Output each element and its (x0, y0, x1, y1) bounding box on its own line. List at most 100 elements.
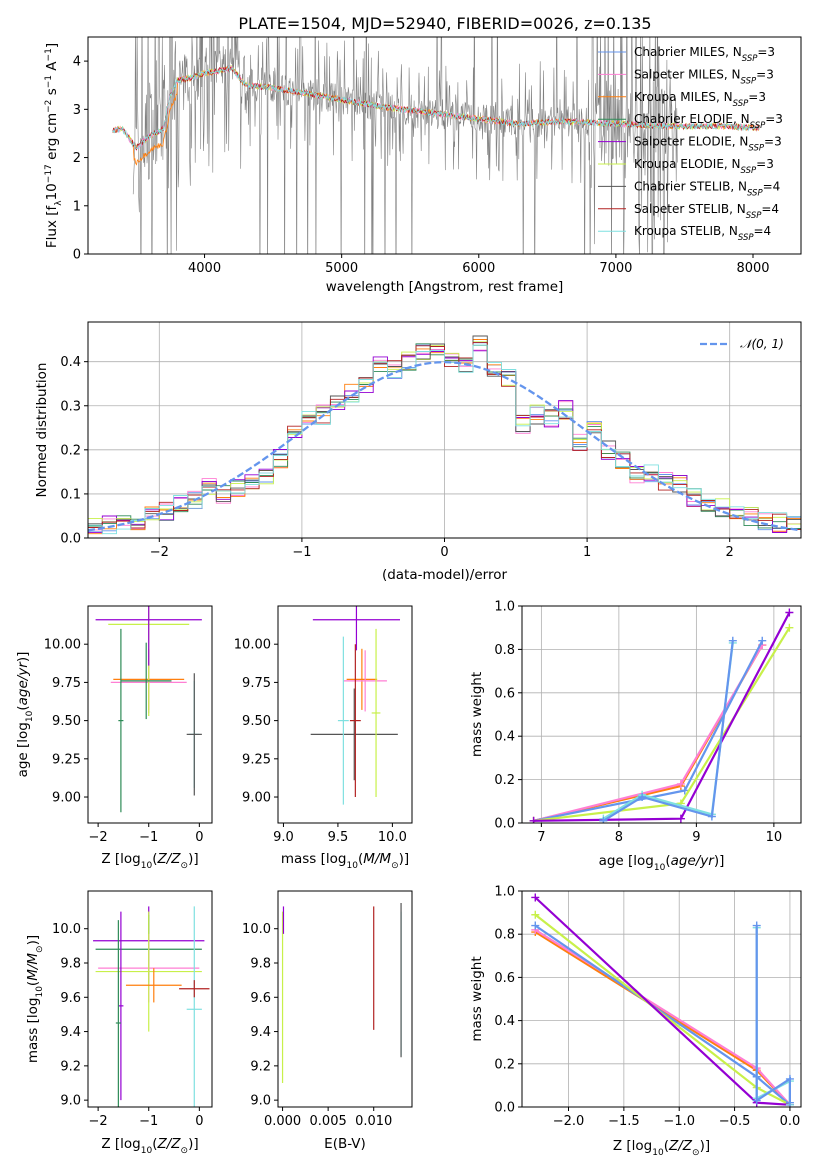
y-tick-label: 9.8 (250, 957, 271, 972)
x-tick-label: 2 (726, 545, 734, 560)
label-part: )] (714, 853, 725, 869)
label-part: age/yr (15, 661, 31, 706)
y-tick-label: 9.4 (250, 1025, 271, 1040)
plot-area (529, 608, 794, 823)
model-spectrum-c1 (112, 65, 760, 152)
weight-marker (599, 816, 608, 823)
plot-area (281, 903, 402, 1083)
y-tick-label: 0.2 (494, 773, 515, 788)
label-part: M/M (25, 953, 41, 981)
y-tick-label: 9.50 (242, 714, 271, 729)
x-tick-label: 10 (766, 830, 783, 845)
weight-marker (676, 779, 685, 788)
x-tick-label: −2.0 (553, 1114, 585, 1129)
model-spectrum-c8 (112, 64, 760, 149)
x-axis-label: Z [log10(Z/Z⊙)] (101, 851, 198, 871)
x-tick-label: 9.0 (273, 830, 294, 845)
y-tick-label: 0.8 (494, 928, 515, 943)
label-part: M/M (363, 851, 391, 867)
label-part: ( (15, 705, 31, 710)
y-tick-label: 4 (73, 55, 81, 70)
legend-name: Kroupa MILES, N (634, 90, 733, 104)
y-tick-label: 0.4 (494, 730, 515, 745)
x-axis-label: age [log10(age/yr)] (599, 853, 725, 873)
y-tick-label: 9.25 (52, 752, 81, 767)
y-tick-label: 9.6 (250, 991, 271, 1006)
label-part: Flux [f (44, 204, 60, 248)
label-part: −1 (44, 48, 54, 61)
y-axis-label: Normed distribution (34, 363, 50, 498)
y-tick-label: 9.2 (60, 1059, 81, 1074)
label-part: ( (358, 851, 363, 867)
legend-name: Salpeter MILES, N (634, 67, 741, 81)
legend-name: Kroupa ELODIE, N (634, 157, 741, 171)
axes-frame (521, 605, 802, 824)
weight-marker (785, 623, 794, 632)
label-part: λ (54, 200, 64, 206)
legend-label: 𝒩(0, 1) (740, 337, 784, 351)
legend-suffix: =4 (763, 179, 781, 193)
x-tick-label: 5000 (325, 261, 358, 276)
legend-suffix: =4 (754, 224, 772, 238)
y-tick-label: 9.6 (60, 991, 81, 1006)
label-part: age [log (599, 853, 654, 869)
label-part: Z [log (101, 1136, 140, 1152)
weight-marker (676, 814, 685, 823)
legend-sub: SSP (741, 76, 757, 86)
x-axis-label: Z [log10(Z/Z⊙)] (101, 1136, 198, 1156)
x-tick-label: 4000 (188, 261, 221, 276)
label-part: wavelength [Angstrom, rest frame] (326, 279, 564, 295)
legend-label: Chabrier ELODIE, NSSP=3 (634, 112, 783, 131)
label-part: mass [log (25, 998, 41, 1064)
plot-area (93, 906, 210, 1107)
legend-name: Kroupa STELIB, N (634, 224, 738, 238)
label-part: ( (664, 1138, 669, 1154)
label-part: )] (188, 1136, 199, 1152)
label-part: 10 (141, 861, 153, 871)
label-part: Z [log (101, 851, 140, 867)
x-tick-label: −1.5 (608, 1114, 640, 1129)
y-axis-label: Flux [fλ10−17 erg cm−2 s−1 A−1] (44, 43, 64, 248)
label-part: Z/Z (668, 1138, 693, 1154)
weight-line-c2 (533, 644, 764, 822)
weight-marker (752, 921, 761, 930)
label-part: )] (399, 851, 410, 867)
x-tick-label: −2 (150, 545, 169, 560)
legend-sub: SSP (747, 188, 763, 198)
legend-sub: SSP (733, 99, 749, 109)
y-tick-label: 9.75 (242, 676, 271, 691)
weight-marker (785, 1098, 794, 1107)
y-tick-label: 0.6 (494, 971, 515, 986)
x-tick-label: 7000 (599, 261, 632, 276)
label-part: age/yr (671, 853, 716, 869)
y-tick-label: 10.0 (52, 922, 81, 937)
x-tick-label: 6000 (462, 261, 495, 276)
label-part: ⊙ (692, 1148, 700, 1158)
legend-name: Chabrier ELODIE, N (634, 112, 750, 126)
legend-label: Salpeter STELIB, NSSP=4 (634, 202, 779, 221)
x-tick-label: −2 (89, 830, 108, 845)
x-axis-label: mass [log10(M/M⊙)] (281, 851, 409, 871)
y-axis-label: mass weight (469, 672, 485, 757)
weight-marker (707, 812, 716, 821)
legend-suffix: =4 (761, 202, 779, 216)
legend-name: Chabrier MILES, N (634, 45, 742, 59)
weight-marker (531, 921, 540, 930)
x-tick-label: 0 (195, 830, 203, 845)
x-tick-label: −1 (139, 830, 158, 845)
label-part: s (44, 88, 60, 99)
x-tick-label: 1 (583, 545, 591, 560)
x-tick-label: 0.005 (310, 1114, 347, 1129)
y-tick-label: 9.00 (52, 791, 81, 806)
legend-suffix: =3 (757, 45, 775, 59)
label-part: ( (152, 851, 157, 867)
axes-frame (87, 321, 802, 539)
legend-suffix: =3 (748, 90, 766, 104)
x-tick-label: 0 (440, 545, 448, 560)
legend-sub: SSP (748, 144, 764, 154)
plot-area (88, 335, 801, 535)
label-part: ( (152, 1136, 157, 1152)
legend-suffix: =3 (764, 135, 782, 149)
y-axis-label: mass weight (469, 956, 485, 1041)
